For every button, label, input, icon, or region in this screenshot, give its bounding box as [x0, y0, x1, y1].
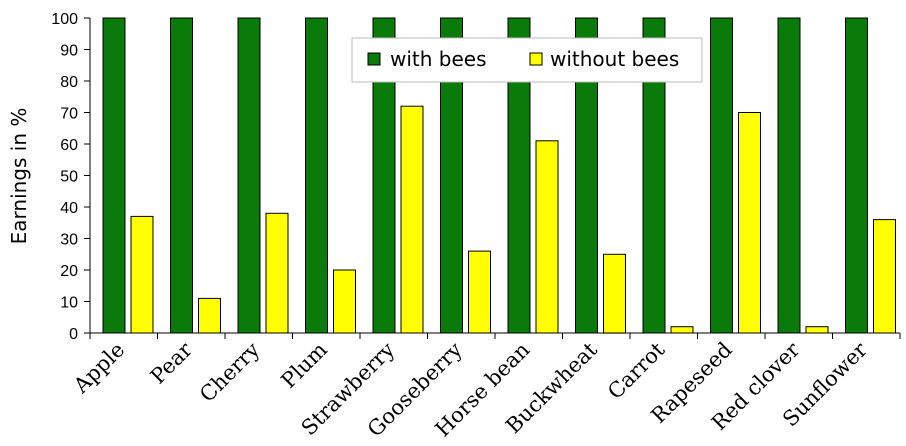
legend-swatch-without-bees	[529, 52, 543, 66]
y-tick-label: 60	[60, 137, 78, 154]
bar-without-bees-sunflower	[873, 219, 896, 334]
bar-without-bees-pear	[198, 297, 221, 334]
bar-without-bees-plum	[333, 269, 356, 334]
legend-box	[351, 37, 703, 83]
bar-with-bees-red-clover	[777, 17, 801, 334]
bar-without-bees-apple	[130, 215, 154, 334]
category-label: Cherry	[195, 337, 264, 406]
y-tick-label: 70	[60, 106, 78, 123]
y-tick-label: 100	[51, 11, 78, 28]
bars-layer	[102, 17, 896, 334]
bar-with-bees-plum	[305, 17, 328, 334]
bar-with-bees-apple	[102, 17, 126, 334]
y-tick-label: 10	[60, 295, 78, 312]
category-label: Plum	[276, 338, 331, 393]
bar-without-bees-gooseberry	[468, 250, 491, 334]
bar-with-bees-rapeseed	[710, 17, 733, 334]
category-label: Pear	[146, 337, 198, 389]
y-axis-title: Earnings in %	[7, 108, 31, 245]
bar-without-bees-buckwheat	[603, 253, 626, 334]
y-tick-label: 30	[60, 232, 78, 249]
y-tick-label: 80	[60, 74, 78, 91]
legend-swatch-with-bees	[367, 52, 381, 66]
bar-without-bees-strawberry	[400, 105, 424, 334]
bar-with-bees-sunflower	[845, 17, 868, 334]
y-tick-label: 90	[60, 43, 78, 60]
y-tick-label: 40	[60, 200, 78, 217]
bar-with-bees-pear	[170, 17, 193, 334]
category-label: Apple	[68, 338, 129, 399]
legend: with bees without bees	[351, 37, 703, 83]
bar-without-bees-carrot	[670, 326, 694, 334]
legend-label-without-bees: without bees	[550, 47, 679, 71]
y-tick-label: 0	[69, 326, 78, 343]
category-label: Carrot	[603, 337, 670, 404]
bar-without-bees-red-clover	[805, 326, 829, 334]
bar-without-bees-horse-bean	[535, 140, 559, 334]
legend-label-with-bees: with bees	[390, 47, 487, 71]
bar-without-bees-cherry	[265, 212, 289, 334]
y-tick-label: 50	[60, 169, 78, 186]
bar-without-bees-rapeseed	[738, 112, 761, 334]
bar-with-bees-cherry	[237, 17, 261, 334]
y-tick-label: 20	[60, 263, 78, 280]
